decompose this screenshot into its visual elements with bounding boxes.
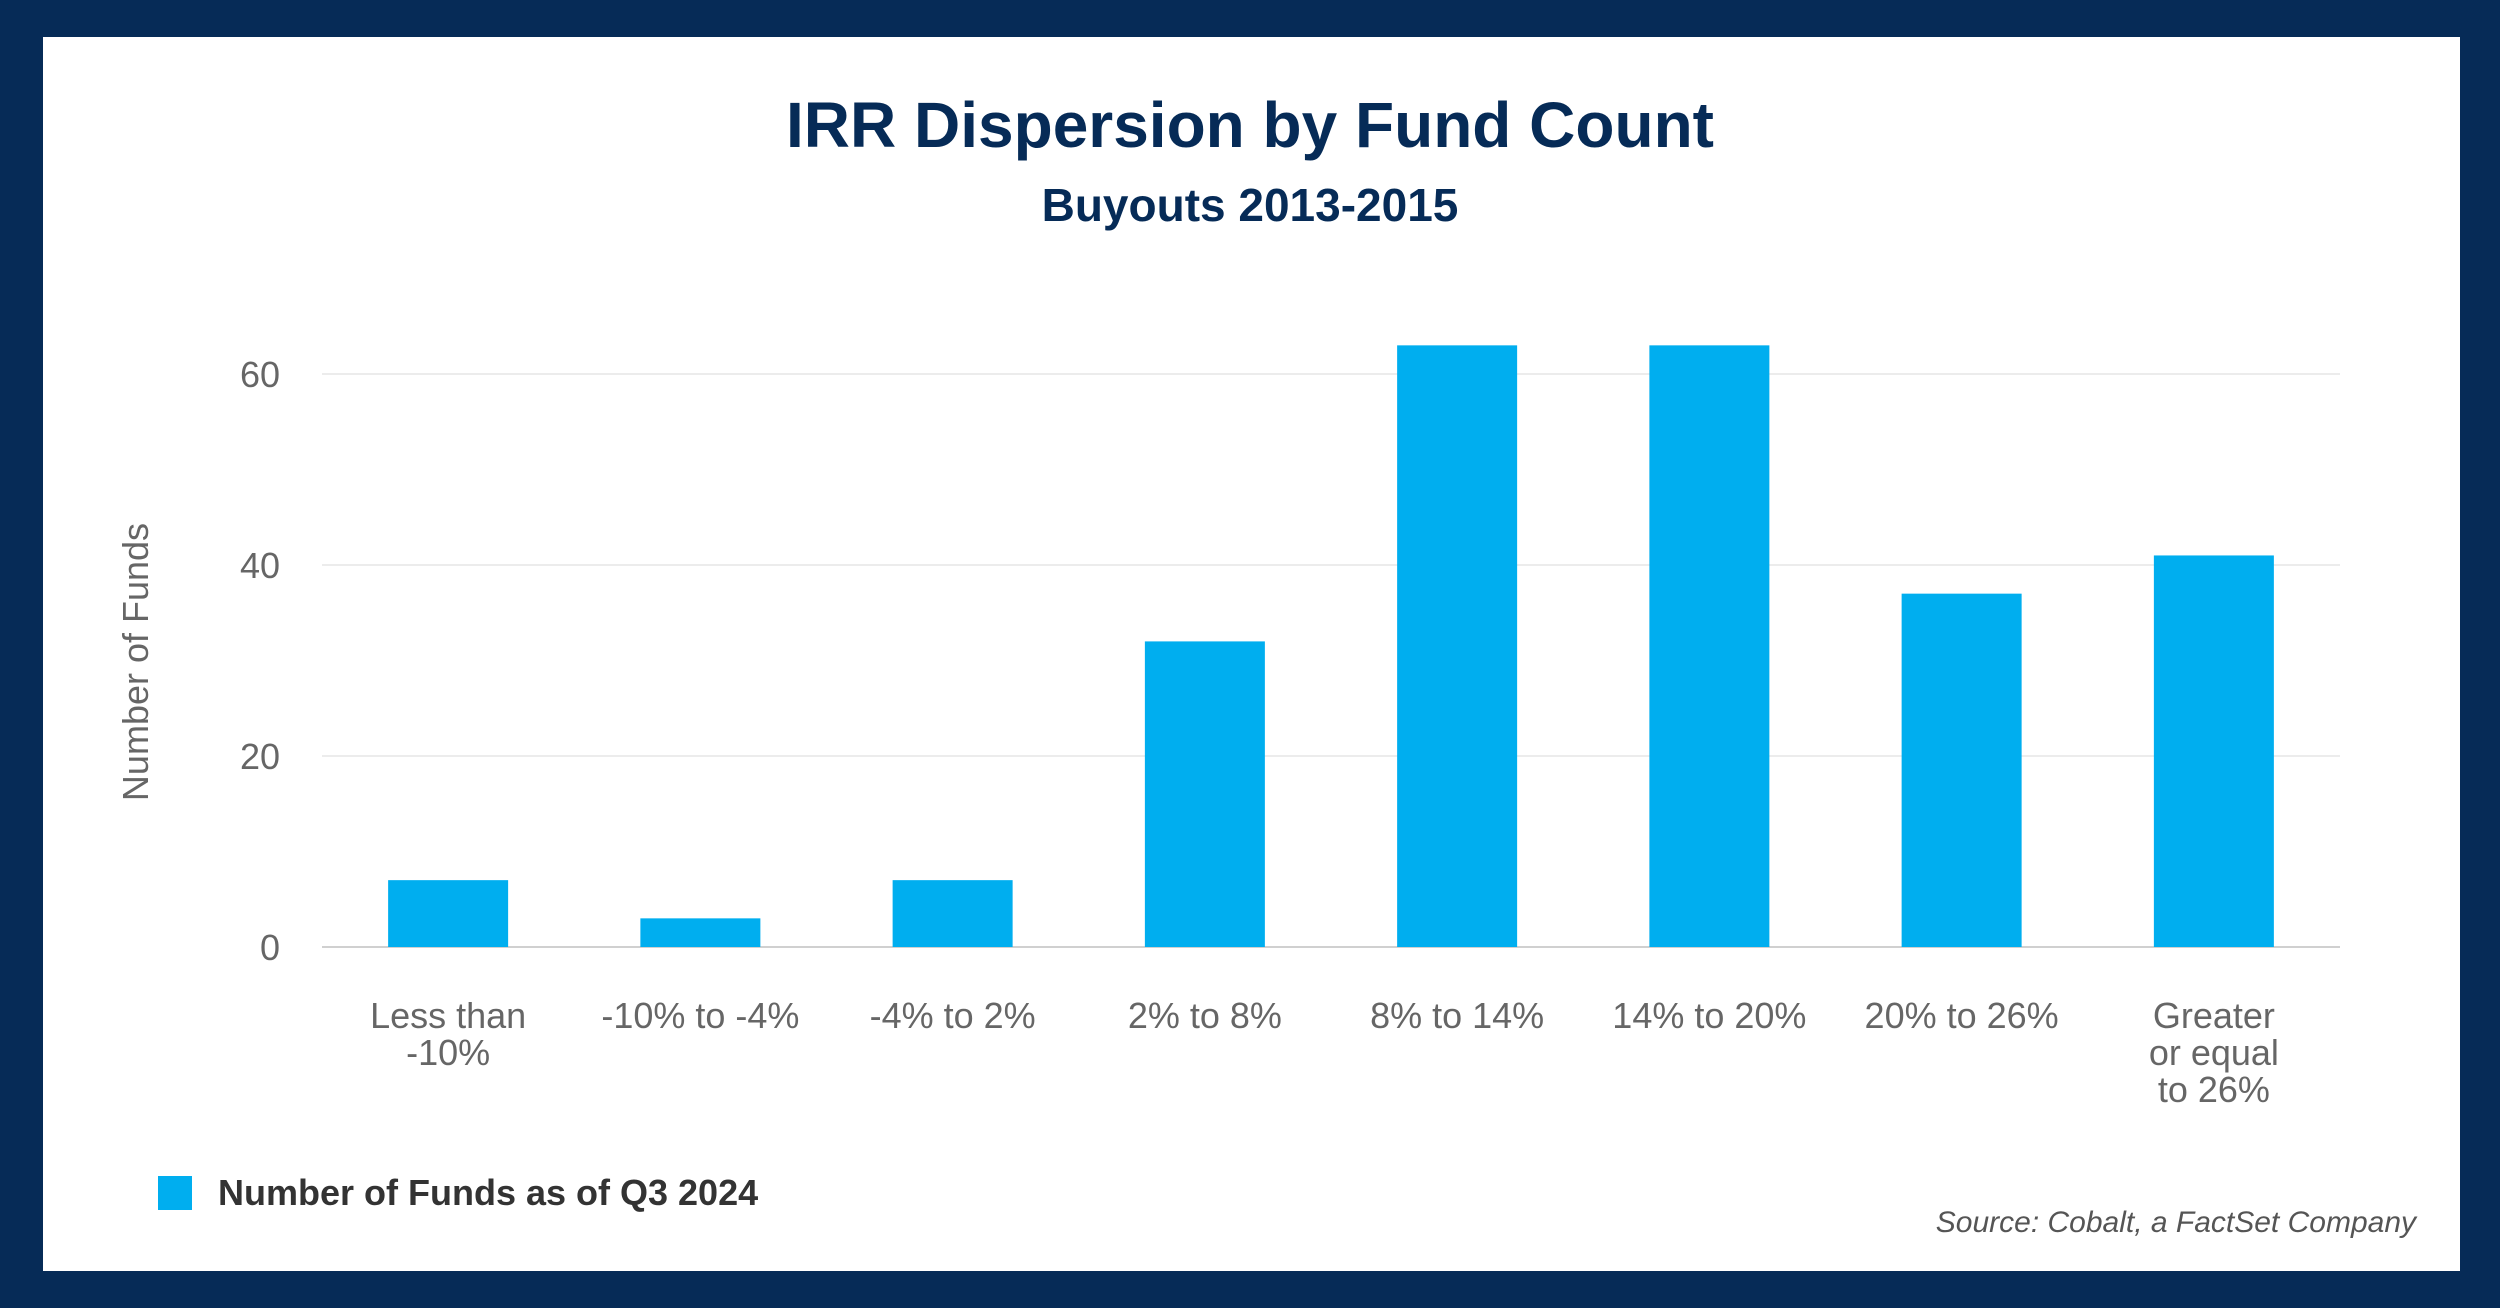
bar [640,918,761,947]
bar [388,880,509,947]
bar [1649,345,1770,948]
bar [892,880,1013,947]
y-tick-label: 60 [240,354,280,395]
x-tick-label: 8% to 14% [1370,995,1544,1036]
bar [1144,641,1265,947]
y-tick-labels: 0 20 40 60 [240,354,280,968]
source-note: Source: Cobalt, a FactSet Company [1935,1206,2416,1239]
chart-subtitle: Buyouts 2013-2015 [1041,179,1459,231]
y-tick-label: 0 [260,927,280,968]
x-tick-label: -10% to -4% [601,995,799,1036]
x-tick-label: -4% to 2% [870,995,1036,1036]
x-tick-label: -10% [406,1032,490,1073]
chart-title: IRR Dispersion by Fund Count [786,89,1714,161]
y-axis-label: Number of Funds [115,523,156,801]
bar [1397,345,1518,948]
legend-swatch [158,1176,192,1210]
gridlines [322,373,2340,948]
bars [388,345,2274,948]
y-tick-label: 40 [240,545,280,586]
x-tick-label: 20% to 26% [1865,995,2059,1036]
y-tick-label: 20 [240,736,280,777]
x-tick-label: Greater [2153,995,2275,1036]
bar [2153,555,2274,947]
legend-label: Number of Funds as of Q3 2024 [218,1172,759,1213]
bar [1901,593,2022,947]
x-tick-labels: Less than-10% -10% to -4% -4% to 2% 2% to 8… [370,995,2279,1110]
x-tick-label: to 26% [2158,1069,2270,1110]
legend: Number of Funds as of Q3 2024 [158,1172,758,1214]
x-tick-label: Less than [370,995,526,1036]
x-tick-label: or equal [2149,1032,2279,1073]
x-tick-label: 2% to 8% [1128,995,1282,1036]
x-tick-label: 14% to 20% [1612,995,1806,1036]
